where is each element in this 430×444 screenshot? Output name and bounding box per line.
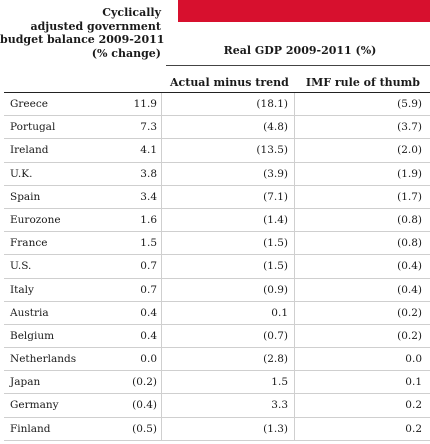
table-row: Ireland 4.1 (13.5) (2.0) bbox=[4, 139, 430, 163]
imf-rule-header: IMF rule of thumb bbox=[305, 76, 420, 89]
country-cell: Spain bbox=[10, 190, 41, 203]
table-row: U.K. 3.8 (3.9) (1.9) bbox=[4, 163, 430, 186]
budget-balance-cell: 0.4 bbox=[140, 329, 157, 342]
imf-rule-cell: (2.0) bbox=[397, 144, 422, 157]
country-cell: Belgium bbox=[10, 329, 55, 342]
actual-minus-trend-cell: (3.9) bbox=[263, 167, 288, 180]
actual-minus-trend-cell: (1.5) bbox=[263, 237, 288, 250]
country-cell: Finland bbox=[10, 422, 51, 435]
table-row: Finland (0.5) (1.3) 0.2 bbox=[4, 418, 430, 441]
country-cell: Greece bbox=[10, 98, 48, 110]
imf-rule-cell: 0.1 bbox=[405, 376, 422, 389]
table-row: Eurozone 1.6 (1.4) (0.8) bbox=[4, 209, 430, 233]
budget-balance-cell: (0.5) bbox=[132, 422, 157, 435]
table-row: Belgium 0.4 (0.7) (0.2) bbox=[4, 325, 430, 349]
budget-balance-cell: 1.6 bbox=[140, 213, 157, 226]
budget-balance-cell: (0.4) bbox=[132, 399, 157, 412]
country-cell: France bbox=[10, 237, 48, 250]
budget-header-line-4: (% change) bbox=[91, 46, 161, 60]
table-row: France 1.5 (1.5) (0.8) bbox=[4, 232, 430, 256]
imf-rule-cell: (0.8) bbox=[397, 237, 422, 250]
actual-minus-trend-header: Actual minus trend bbox=[170, 76, 289, 89]
country-cell: Netherlands bbox=[10, 353, 77, 366]
imf-rule-cell: (0.8) bbox=[397, 213, 422, 226]
actual-minus-trend-cell: (7.1) bbox=[263, 190, 288, 203]
imf-rule-cell: 0.2 bbox=[405, 399, 422, 412]
actual-minus-trend-cell: (1.4) bbox=[263, 213, 288, 226]
table-row: Portugal 7.3 (4.8) (3.7) bbox=[4, 116, 430, 140]
column-divider bbox=[294, 93, 295, 441]
country-cell: Ireland bbox=[10, 144, 49, 157]
actual-minus-trend-cell: (2.8) bbox=[263, 353, 288, 366]
country-cell: Eurozone bbox=[10, 213, 61, 226]
gdp-group-header: Real GDP 2009-2011 (%) bbox=[223, 44, 377, 57]
gdp-group-rule bbox=[166, 65, 430, 66]
budget-balance-cell: (0.2) bbox=[132, 376, 157, 389]
budget-header-line-2: adjusted government bbox=[30, 19, 161, 33]
table-row: Austria 0.4 0.1 (0.2) bbox=[4, 302, 430, 325]
budget-balance-cell: 3.8 bbox=[140, 167, 157, 180]
table-row: Greece 11.9 (18.1) (5.9) bbox=[4, 93, 430, 117]
imf-rule-cell: (5.9) bbox=[397, 98, 422, 110]
imf-rule-cell: 0.2 bbox=[405, 422, 422, 435]
imf-rule-cell: (0.4) bbox=[397, 260, 422, 273]
country-cell: U.S. bbox=[10, 260, 32, 273]
actual-minus-trend-cell: (13.5) bbox=[256, 144, 288, 157]
budget-balance-cell: 0.7 bbox=[140, 283, 157, 296]
country-cell: Japan bbox=[10, 376, 41, 389]
budget-balance-cell: 0.7 bbox=[140, 260, 157, 273]
budget-balance-cell: 1.5 bbox=[140, 237, 157, 250]
country-cell: Portugal bbox=[10, 121, 56, 134]
imf-rule-cell: (3.7) bbox=[397, 121, 422, 134]
actual-minus-trend-cell: (18.1) bbox=[256, 98, 288, 110]
imf-rule-cell: (0.2) bbox=[397, 329, 422, 342]
imf-rule-cell: (1.7) bbox=[397, 190, 422, 203]
budget-balance-cell: 3.4 bbox=[140, 190, 157, 203]
budget-header-line-3: budget balance 2009-2011 bbox=[0, 33, 165, 46]
table-row: U.S. 0.7 (1.5) (0.4) bbox=[4, 255, 430, 279]
actual-minus-trend-cell: 1.5 bbox=[271, 376, 288, 389]
country-cell: U.K. bbox=[10, 167, 33, 180]
imf-rule-cell: 0.0 bbox=[405, 353, 422, 366]
budget-balance-cell: 0.0 bbox=[140, 353, 157, 366]
imf-rule-cell: (1.9) bbox=[397, 167, 422, 180]
actual-minus-trend-cell: (1.3) bbox=[263, 422, 288, 435]
table-row: Japan (0.2) 1.5 0.1 bbox=[4, 371, 430, 395]
table-row: Germany (0.4) 3.3 0.2 bbox=[4, 394, 430, 418]
data-table: Greece 11.9 (18.1) (5.9) Portugal 7.3 (4.8) (3.… bbox=[4, 93, 430, 441]
country-cell: Italy bbox=[10, 283, 34, 296]
budget-balance-cell: 0.4 bbox=[140, 306, 157, 319]
header-rule bbox=[4, 92, 430, 93]
actual-minus-trend-cell: 0.1 bbox=[271, 306, 288, 319]
budget-header-line-1: Cyclically bbox=[102, 6, 161, 19]
budget-balance-header: Cyclically adjusted government budget ba… bbox=[0, 6, 165, 60]
budget-balance-cell: 4.1 bbox=[140, 144, 157, 157]
table-row: Netherlands 0.0 (2.8) 0.0 bbox=[4, 348, 430, 372]
actual-minus-trend-cell: 3.3 bbox=[271, 399, 288, 412]
actual-minus-trend-cell: (0.7) bbox=[263, 329, 288, 342]
column-divider bbox=[161, 93, 162, 441]
actual-minus-trend-cell: (4.8) bbox=[263, 121, 288, 134]
accent-bar bbox=[178, 0, 430, 22]
country-cell: Austria bbox=[10, 306, 49, 319]
budget-balance-cell: 7.3 bbox=[140, 121, 157, 134]
budget-balance-cell: 11.9 bbox=[133, 98, 157, 110]
imf-rule-cell: (0.4) bbox=[397, 283, 422, 296]
actual-minus-trend-cell: (0.9) bbox=[263, 283, 288, 296]
table-row: Italy 0.7 (0.9) (0.4) bbox=[4, 279, 430, 302]
table-row: Spain 3.4 (7.1) (1.7) bbox=[4, 186, 430, 209]
country-cell: Germany bbox=[10, 399, 59, 412]
actual-minus-trend-cell: (1.5) bbox=[263, 260, 288, 273]
imf-rule-cell: (0.2) bbox=[397, 306, 422, 319]
